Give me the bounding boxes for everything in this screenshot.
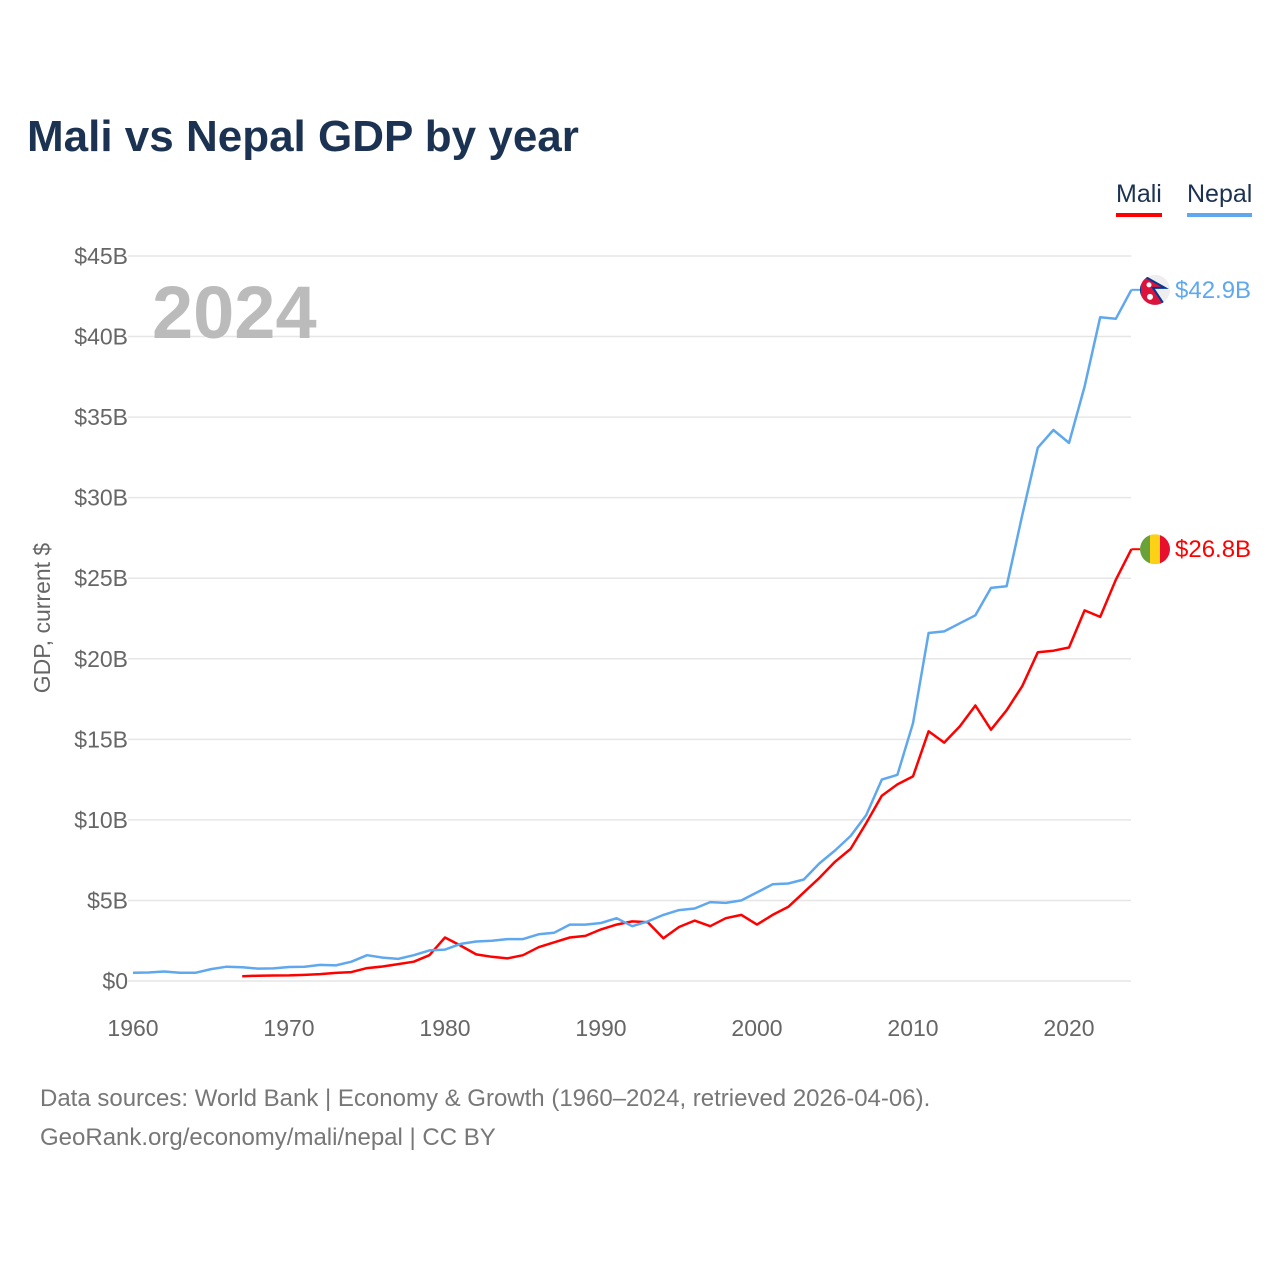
y-tick-label: $45B — [74, 243, 128, 269]
y-tick-label: $5B — [87, 887, 128, 913]
series-line-nepal — [132, 289, 1133, 975]
y-tick-label: $30B — [74, 485, 128, 511]
x-tick-label: 1960 — [107, 1015, 158, 1041]
y-tick-label: $15B — [74, 726, 128, 752]
legend-item-mali[interactable]: Mali — [1116, 180, 1162, 217]
y-tick-label: $35B — [74, 404, 128, 430]
y-axis-label: GDP, current $ — [29, 543, 55, 694]
year-watermark: 2024 — [152, 271, 317, 354]
x-tick-label: 2020 — [1043, 1015, 1094, 1041]
x-tick-label: 2010 — [887, 1015, 938, 1041]
y-tick-label: $40B — [74, 324, 128, 350]
x-tick-label: 1970 — [263, 1015, 314, 1041]
footer-sources: Data sources: World Bank | Economy & Gro… — [40, 1085, 931, 1112]
x-tick-label: 2000 — [731, 1015, 782, 1041]
x-tick-label: 1990 — [575, 1015, 626, 1041]
y-tick-label: $25B — [74, 565, 128, 591]
footer-link[interactable]: GeoRank.org/economy/mali/nepal | CC BY — [40, 1124, 496, 1151]
series-line-mali — [242, 548, 1133, 978]
x-tick-label: 1980 — [419, 1015, 470, 1041]
end-value-label-mali: $26.8B — [1175, 536, 1251, 563]
legend-item-nepal[interactable]: Nepal — [1187, 180, 1253, 217]
y-tick-label: $20B — [74, 646, 128, 672]
mali-flag-icon — [1140, 534, 1170, 565]
y-tick-label: $0 — [102, 968, 128, 994]
chart-title: Mali vs Nepal GDP by year — [27, 112, 579, 161]
nepal-flag-icon — [1140, 274, 1170, 305]
y-tick-label: $10B — [74, 807, 128, 833]
end-value-label-nepal: $42.9B — [1175, 277, 1251, 304]
